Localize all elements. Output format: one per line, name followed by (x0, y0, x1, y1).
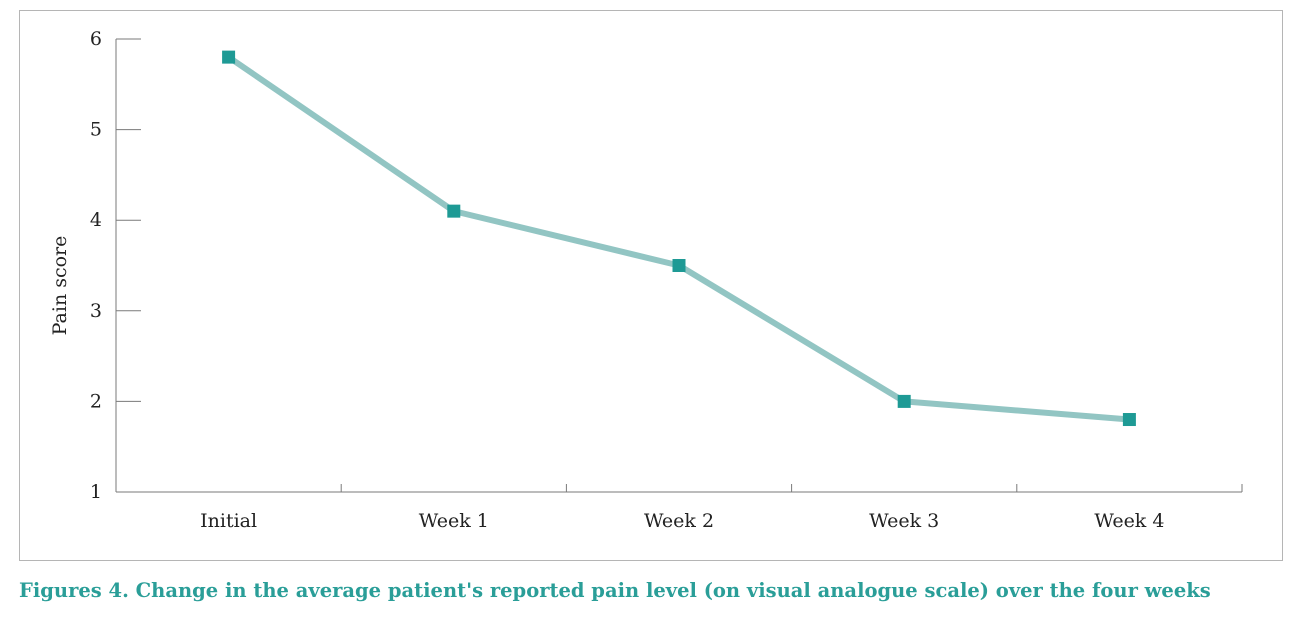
data-point-marker (447, 204, 461, 218)
y-tick-label: 6 (90, 28, 102, 50)
y-tick-label: 2 (90, 390, 102, 412)
y-tick-label: 4 (90, 209, 102, 231)
figure-caption: Figures 4. Change in the average patient… (19, 579, 1211, 602)
chart-frame (19, 10, 1283, 561)
y-tick-label: 5 (90, 119, 102, 141)
axes (115, 39, 1242, 493)
y-tick-label: 3 (90, 300, 102, 322)
data-point-marker (1122, 413, 1136, 427)
x-tick-label: Initial (200, 510, 257, 532)
x-tick-label: Week 1 (419, 510, 489, 532)
y-tick-label: 1 (90, 481, 102, 503)
x-tick-label: Week 3 (869, 510, 939, 532)
x-ticks: Initial Week 1 Week 2 Week 3 Week 4 (200, 484, 1243, 532)
series-line (225, 54, 1133, 423)
data-point-marker (897, 394, 911, 408)
x-tick-label: Week 2 (644, 510, 714, 532)
data-point-marker (672, 259, 686, 272)
data-point-marker (222, 50, 236, 64)
series-group (222, 50, 1136, 427)
x-tick-label: Week 4 (1094, 510, 1164, 532)
y-ticks: 1 2 3 4 5 6 (90, 28, 141, 503)
y-axis-label: Pain score (49, 236, 71, 336)
